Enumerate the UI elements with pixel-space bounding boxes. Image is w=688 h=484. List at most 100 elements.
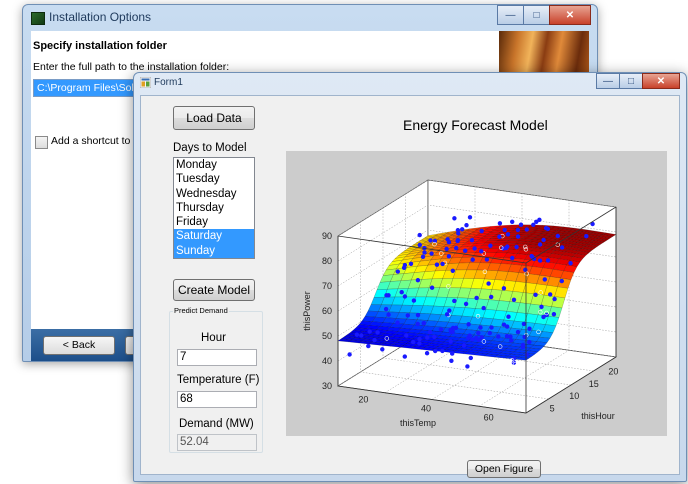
- scatter-point: [523, 267, 528, 273]
- scatter-point: [512, 361, 518, 367]
- temperature-input[interactable]: 68: [177, 391, 257, 408]
- scatter-point: [427, 330, 433, 335]
- scatter-point: [408, 261, 414, 267]
- installer-app-icon: [31, 12, 45, 25]
- scatter-point: [559, 278, 564, 284]
- scatter-point: [511, 297, 517, 303]
- list-item-selected[interactable]: Saturday: [174, 229, 254, 244]
- shortcut-checkbox[interactable]: [35, 136, 48, 149]
- z-grid-line: [337, 179, 617, 237]
- scatter-point: [444, 246, 449, 252]
- create-model-button[interactable]: Create Model: [173, 279, 255, 301]
- scatter-point: [514, 244, 519, 250]
- scatter-point: [386, 312, 391, 317]
- plot-area[interactable]: 30 40 50 60 70 80 90 60 40 20 5 10 15 20 thisPower this…: [286, 151, 667, 436]
- scatter-point: [537, 258, 543, 263]
- load-data-button[interactable]: Load Data: [173, 106, 255, 130]
- scatter-point: [497, 234, 502, 239]
- scatter-point: [446, 254, 452, 259]
- scatter-point: [405, 313, 411, 318]
- scatter-point: [488, 243, 493, 248]
- scatter-point: [494, 365, 500, 371]
- form1-caption-buttons: — □ ✕: [596, 73, 680, 91]
- scatter-point: [538, 290, 543, 295]
- list-item[interactable]: Friday: [176, 216, 208, 229]
- z-tick-label: 40: [322, 356, 332, 366]
- form1-titlebar[interactable]: Form1 — □ ✕: [134, 73, 686, 93]
- list-item-selected[interactable]: Sunday: [174, 243, 254, 259]
- close-icon[interactable]: ✕: [549, 5, 591, 25]
- scatter-point: [479, 335, 484, 340]
- scatter-point: [474, 295, 479, 301]
- scatter-point: [417, 232, 422, 238]
- z-tick-label: 80: [322, 256, 332, 266]
- scatter-point: [428, 238, 433, 243]
- installer-prompt: Enter the full path to the installation …: [33, 61, 230, 73]
- installer-titlebar[interactable]: Installation Options — □ ✕: [23, 5, 597, 30]
- scatter-point: [537, 242, 543, 247]
- scatter-point: [399, 290, 404, 295]
- top-right-edge: [525, 206, 617, 264]
- form1-title: Form1: [154, 77, 183, 88]
- scatter-point: [448, 339, 453, 344]
- z-tick-label: 30: [322, 381, 332, 391]
- z-tick-label: 90: [322, 231, 332, 241]
- back-button[interactable]: < Back: [43, 336, 115, 355]
- scatter-point: [402, 354, 408, 359]
- scatter-point: [424, 351, 430, 356]
- scatter-point: [537, 217, 542, 223]
- list-item[interactable]: Wednesday: [176, 187, 237, 200]
- scatter-point: [446, 284, 451, 289]
- scatter-point: [489, 294, 494, 300]
- scatter-point: [422, 250, 427, 255]
- list-item[interactable]: Thursday: [176, 201, 224, 214]
- scatter-point: [489, 325, 494, 330]
- maximize-icon[interactable]: □: [523, 5, 550, 25]
- scatter-point: [497, 221, 503, 226]
- scatter-point: [505, 232, 511, 237]
- list-item[interactable]: Tuesday: [176, 173, 220, 186]
- scatter-point: [584, 233, 589, 239]
- scatter-point: [367, 329, 372, 334]
- scatter-point: [440, 348, 445, 354]
- scatter-point: [504, 245, 509, 251]
- list-item[interactable]: Monday: [176, 159, 217, 171]
- scatter-point: [455, 227, 461, 233]
- maximize-icon[interactable]: □: [619, 73, 643, 89]
- scatter-point: [354, 332, 360, 337]
- install-path-input[interactable]: C:\Program Files\Solar: [33, 79, 158, 97]
- scatter-point: [545, 258, 551, 263]
- scatter-point: [417, 242, 423, 248]
- scatter-point: [518, 222, 524, 227]
- y-tick-label: 10: [569, 391, 579, 401]
- scatter-point: [417, 336, 422, 342]
- close-icon[interactable]: ✕: [642, 73, 680, 89]
- hour-grid-line: [382, 208, 572, 386]
- scatter-point: [504, 334, 510, 339]
- scatter-point: [543, 225, 549, 231]
- scatter-point: [380, 347, 385, 352]
- scatter-point: [536, 329, 541, 335]
- scatter-point: [467, 215, 473, 220]
- scatter-point: [505, 324, 510, 329]
- hour-input[interactable]: 7: [177, 349, 257, 366]
- y-tick-label: 15: [589, 379, 599, 389]
- scatter-point: [472, 246, 477, 251]
- scatter-point: [454, 245, 459, 251]
- scatter-point: [555, 233, 560, 239]
- scatter-point: [432, 238, 438, 244]
- scatter-point: [450, 351, 455, 356]
- days-listbox[interactable]: Monday Tuesday Wednesday Thursday Friday…: [173, 157, 255, 259]
- open-figure-button[interactable]: Open Figure: [467, 460, 541, 478]
- minimize-icon[interactable]: —: [497, 5, 524, 25]
- scatter-point: [496, 360, 501, 366]
- temperature-label: Temperature (F): [177, 374, 260, 386]
- scatter-point: [520, 342, 526, 348]
- top-front-edge: [337, 235, 527, 264]
- scatter-point: [559, 245, 565, 250]
- scatter-point: [523, 247, 529, 252]
- hour-grid-line: [360, 222, 549, 400]
- scatter-point: [481, 339, 487, 344]
- minimize-icon[interactable]: —: [596, 73, 620, 89]
- scatter-point: [515, 329, 521, 335]
